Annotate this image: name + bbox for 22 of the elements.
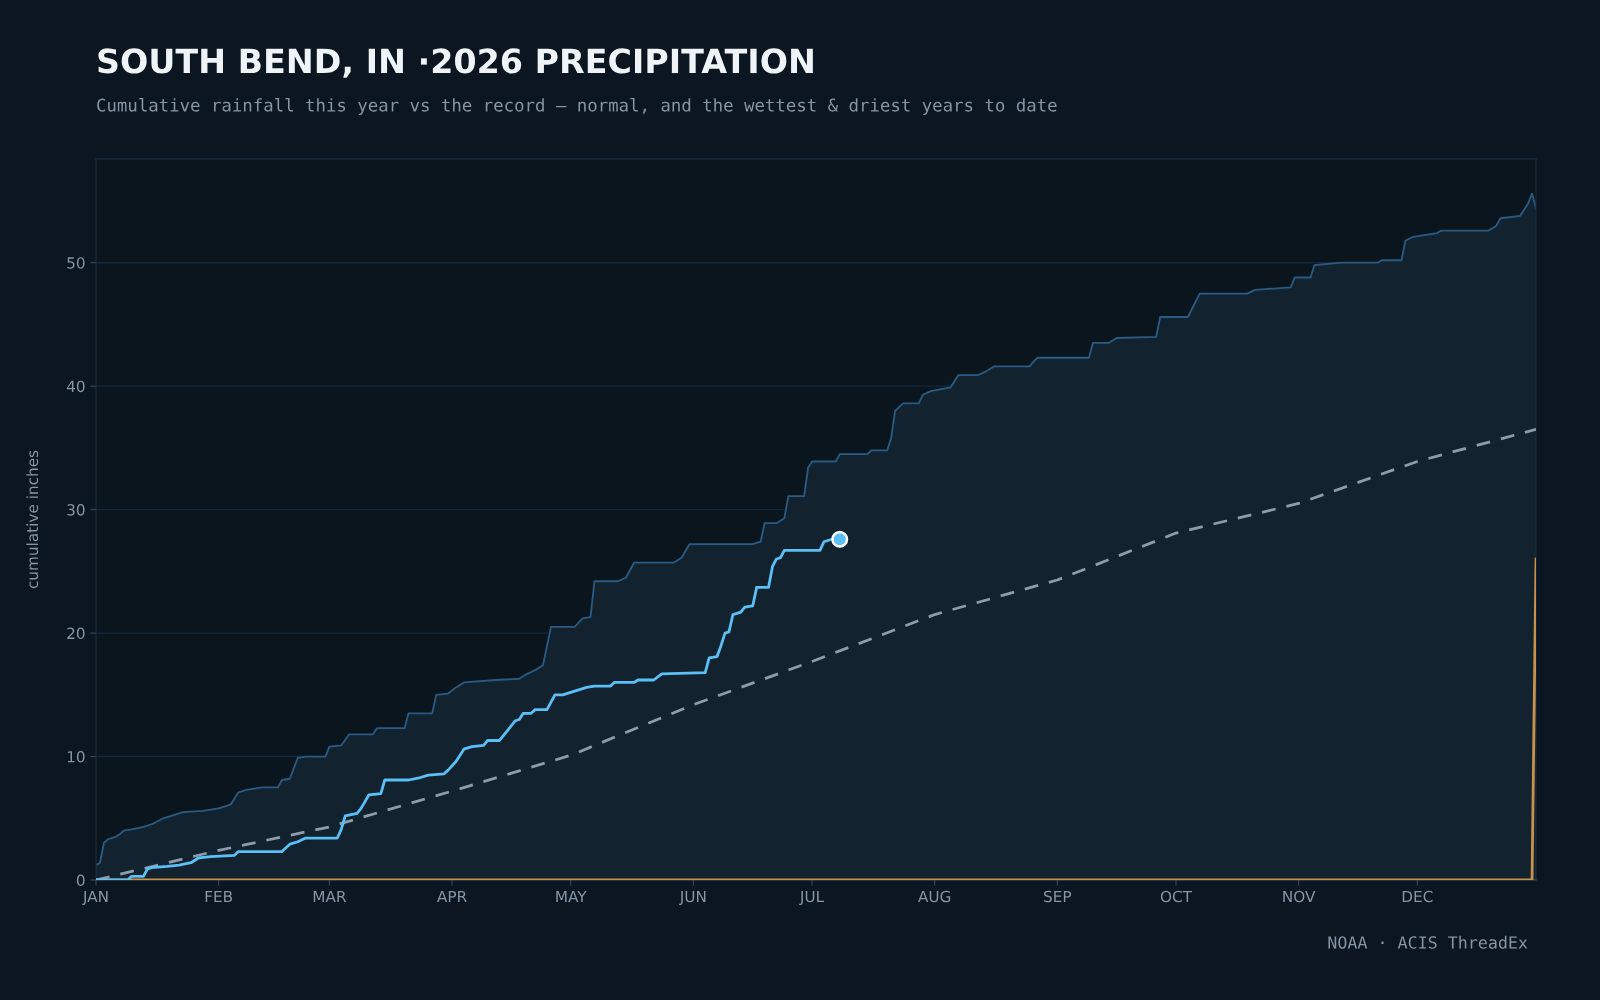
x-tick-label: MAY <box>556 890 587 903</box>
x-tick-label: NOV <box>1283 890 1316 903</box>
x-tick-label: FEB <box>205 890 233 903</box>
x-tick-label: JUL <box>799 890 825 906</box>
y-tick-label: 0 <box>76 874 85 887</box>
x-tick-label: SEP <box>1044 890 1072 903</box>
y-axis-title: cumulative inches <box>26 450 39 589</box>
x-tick-label: APR <box>437 890 467 903</box>
y-tick-label: 50 <box>67 257 85 269</box>
y-tick-label: 10 <box>67 751 85 763</box>
x-tick-label: AUG <box>918 890 951 903</box>
chart-subtitle: Cumulative rainfall this year vs the record — normal, and the wettest & driest years to date <box>97 98 1057 115</box>
x-tick-label: DEC <box>1402 890 1433 903</box>
y-tick-label: 30 <box>67 504 85 516</box>
x-tick-label: OCT <box>1160 890 1193 903</box>
x-tick-label: JAN <box>82 890 108 906</box>
text: NOAA · ACIS ThreadEx <box>1328 935 1528 949</box>
y-tick-label: 20 <box>67 627 85 640</box>
x-tick-label: MAR <box>313 890 347 903</box>
y-tick-label: 40 <box>66 380 85 393</box>
chart-title: SOUTH BEND, IN ·2026 PRECIPITATION <box>98 48 813 78</box>
x-tick-label: JUN <box>679 890 706 906</box>
